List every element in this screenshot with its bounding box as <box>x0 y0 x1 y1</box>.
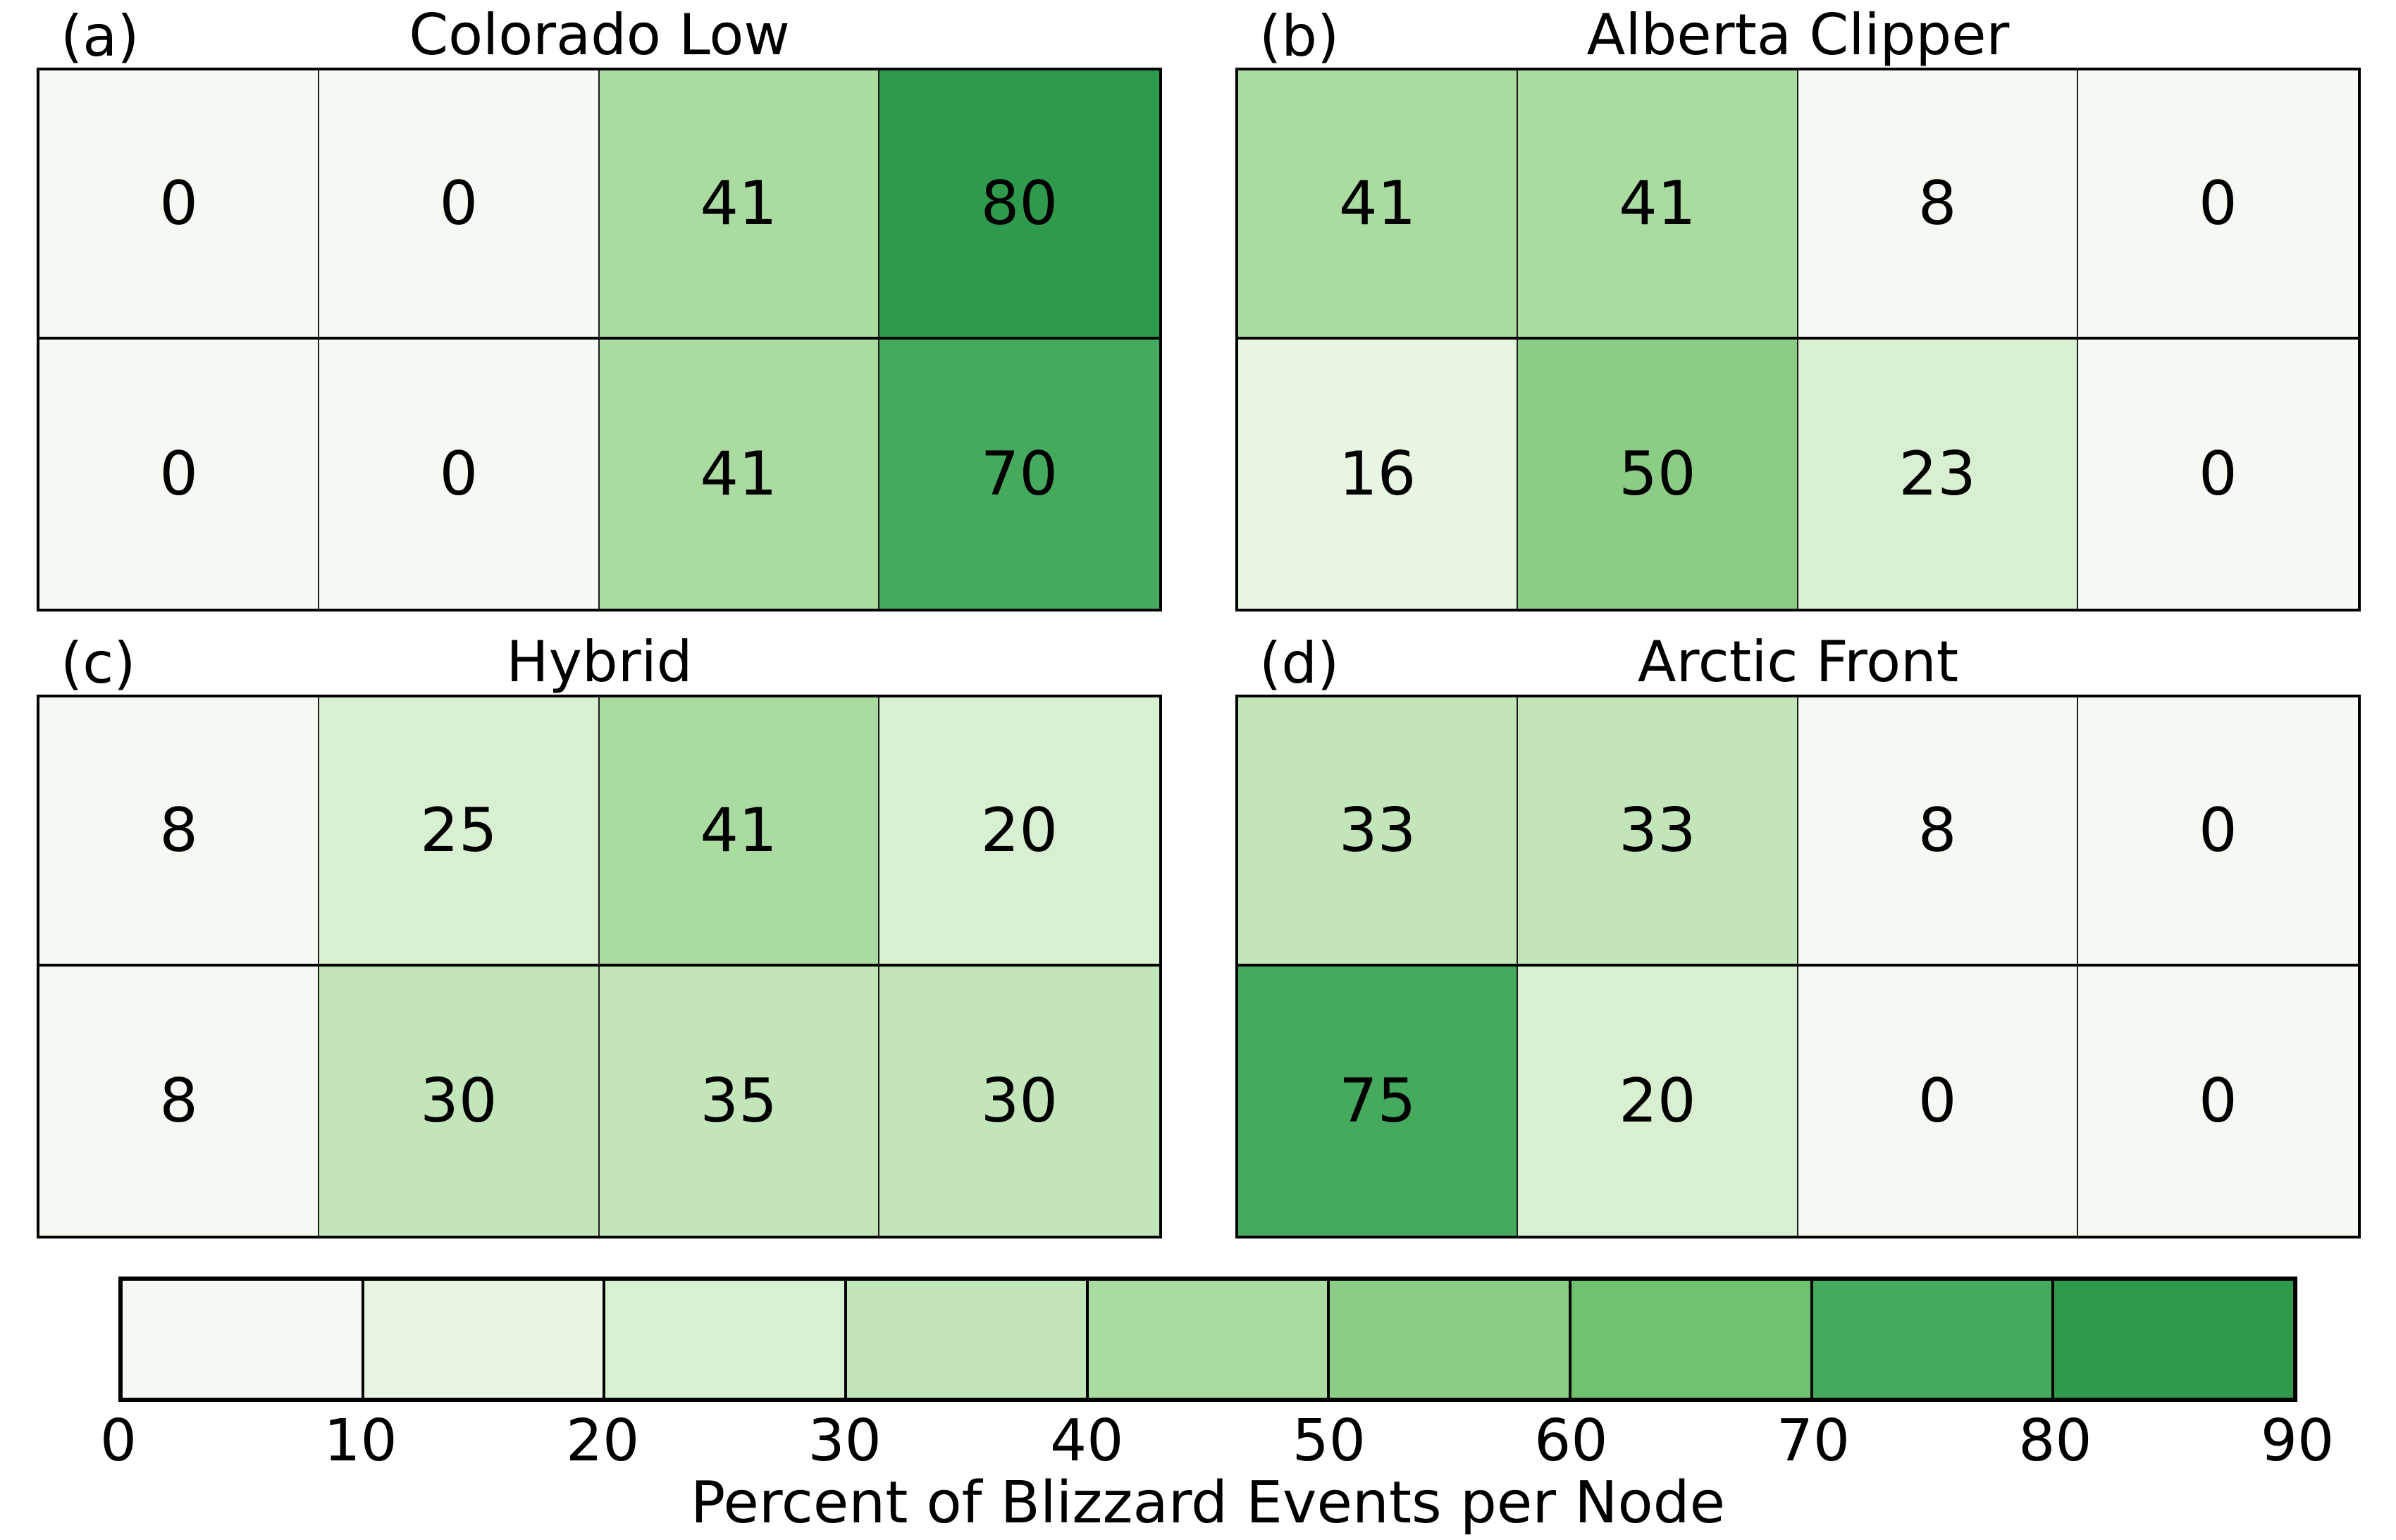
panel-letter: (a) <box>61 4 140 69</box>
panel-arctic-front: (d) Arctic Front 33 33 8 0 75 20 0 0 <box>1235 631 2361 1238</box>
heatmap-cell: 0 <box>1798 967 2078 1236</box>
heatmap-cell: 0 <box>2077 340 2358 609</box>
heatmap-grid: 33 33 8 0 75 20 0 0 <box>1235 695 2361 1238</box>
panel-letter: (d) <box>1259 631 1340 696</box>
colorbar-tick-label: 60 <box>1534 1408 1608 1474</box>
colorbar-segment <box>605 1281 848 1398</box>
panel-letter: (b) <box>1259 4 1340 69</box>
heatmap-cell: 0 <box>319 70 600 340</box>
heatmap-cell: 8 <box>39 967 320 1236</box>
colorbar-segment <box>1571 1281 1813 1398</box>
heatmap-cell: 30 <box>319 967 600 1236</box>
panel-header: (a) Colorado Low <box>37 4 1162 68</box>
heatmap-cell: 33 <box>1518 697 1798 967</box>
panel-header: (c) Hybrid <box>37 631 1162 695</box>
heatmap-cell: 33 <box>1238 697 1519 967</box>
panel-title: Arctic Front <box>1637 629 1959 695</box>
colorbar-tick-label: 80 <box>2018 1408 2092 1474</box>
colorbar-segment <box>1813 1281 2055 1398</box>
colorbar-segment <box>364 1281 606 1398</box>
heatmap-cell: 75 <box>1238 967 1519 1236</box>
panel-colorado-low: (a) Colorado Low 0 0 41 80 0 0 41 70 <box>37 4 1162 611</box>
heatmap-cell: 35 <box>599 967 879 1236</box>
panel-alberta-clipper: (b) Alberta Clipper 41 41 8 0 16 50 23 0 <box>1235 4 2361 611</box>
heatmap-cell: 0 <box>2077 70 2358 340</box>
heatmap-cell: 25 <box>319 697 600 967</box>
heatmap-cell: 23 <box>1798 340 2078 609</box>
panel-header: (b) Alberta Clipper <box>1235 4 2361 68</box>
heatmap-cell: 41 <box>599 340 879 609</box>
colorbar <box>118 1277 2297 1402</box>
colorbar-segment <box>123 1281 364 1398</box>
colorbar-tick-label: 30 <box>808 1408 882 1474</box>
heatmap-cell: 8 <box>1798 70 2078 340</box>
heatmap-cell: 20 <box>879 697 1159 967</box>
panel-title: Hybrid <box>506 629 693 695</box>
colorbar-tick-labels: 0 10 20 30 40 50 60 70 80 90 <box>100 1408 2334 1474</box>
heatmap-cell: 80 <box>879 70 1159 340</box>
heatmap-grid: 0 0 41 80 0 0 41 70 <box>37 68 1162 611</box>
colorbar-tick-label: 0 <box>99 1408 137 1474</box>
heatmap-cell: 0 <box>39 340 320 609</box>
colorbar-tick-label: 50 <box>1292 1408 1366 1474</box>
heatmap-cell: 50 <box>1518 340 1798 609</box>
heatmap-cell: 41 <box>599 70 879 340</box>
colorbar-tick-label: 70 <box>1776 1408 1851 1474</box>
heatmap-cell: 0 <box>2077 967 2358 1236</box>
heatmap-cell: 41 <box>599 697 879 967</box>
heatmap-cell: 30 <box>879 967 1159 1236</box>
heatmap-grid: 41 41 8 0 16 50 23 0 <box>1235 68 2361 611</box>
panel-title: Colorado Low <box>409 2 790 68</box>
panel-title: Alberta Clipper <box>1586 2 2010 68</box>
colorbar-tick-label: 20 <box>565 1408 640 1474</box>
panel-header: (d) Arctic Front <box>1235 631 2361 695</box>
panel-letter: (c) <box>61 631 136 696</box>
heatmap-cell: 20 <box>1518 967 1798 1236</box>
colorbar-segment <box>2054 1281 2294 1398</box>
heatmap-cell: 41 <box>1518 70 1798 340</box>
colorbar-segment <box>1330 1281 1572 1398</box>
colorbar-tick-label: 10 <box>323 1408 397 1474</box>
colorbar-segment <box>1088 1281 1330 1398</box>
heatmap-cell: 0 <box>319 340 600 609</box>
colorbar-segment <box>847 1281 1089 1398</box>
colorbar-axis-label: Percent of Blizzard Events per Node <box>690 1470 1726 1536</box>
colorbar-tick-label: 90 <box>2260 1408 2335 1474</box>
heatmap-cell: 8 <box>39 697 320 967</box>
heatmap-cell: 16 <box>1238 340 1519 609</box>
heatmap-cell: 8 <box>1798 697 2078 967</box>
heatmap-cell: 70 <box>879 340 1159 609</box>
heatmap-cell: 41 <box>1238 70 1519 340</box>
heatmap-panels-grid: (a) Colorado Low 0 0 41 80 0 0 41 70 (b) Albert… <box>37 4 2361 1238</box>
heatmap-cell: 0 <box>2077 697 2358 967</box>
heatmap-grid: 8 25 41 20 8 30 35 30 <box>37 695 1162 1238</box>
panel-hybrid: (c) Hybrid 8 25 41 20 8 30 35 30 <box>37 631 1162 1238</box>
heatmap-cell: 0 <box>39 70 320 340</box>
colorbar-tick-label: 40 <box>1050 1408 1124 1474</box>
